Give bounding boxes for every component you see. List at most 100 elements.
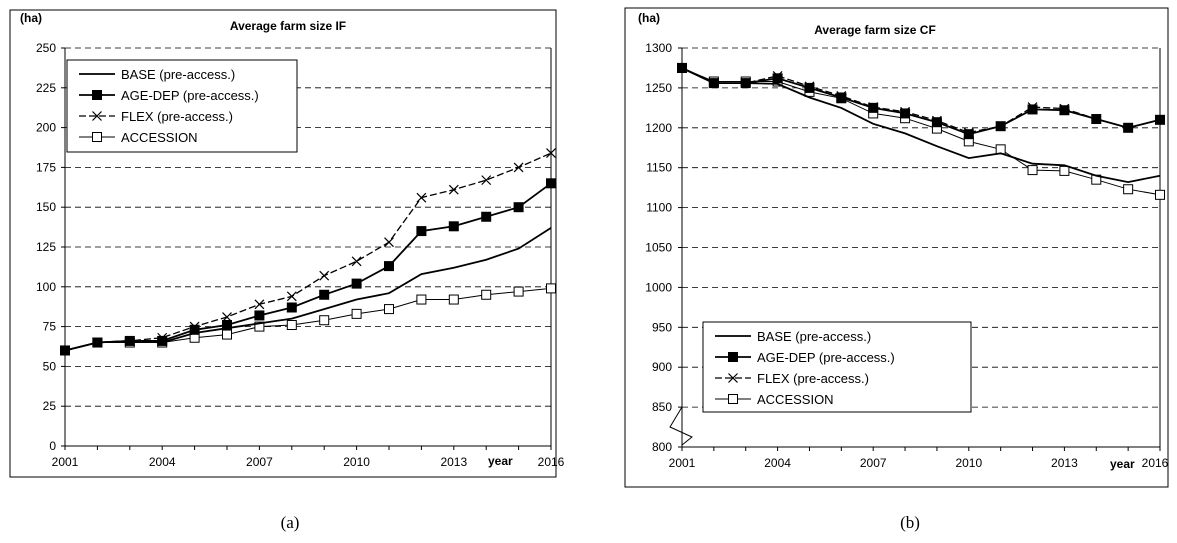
data-point	[319, 315, 330, 326]
data-point	[351, 278, 362, 289]
x-tick-label: 2013	[440, 455, 467, 469]
legend-swatch-marker	[92, 111, 102, 121]
y-tick-label: 175	[36, 160, 56, 174]
data-point	[448, 221, 459, 232]
x-tick-label: 2016	[538, 455, 565, 469]
data-point	[319, 270, 330, 281]
legend-swatch-marker	[92, 132, 102, 142]
y-tick-label: 225	[36, 81, 56, 95]
series-line	[64, 152, 552, 352]
series-line	[64, 182, 552, 352]
series-line	[681, 67, 1161, 136]
x-tick-label: 2007	[860, 456, 887, 470]
series-x	[60, 148, 556, 356]
chart-cf: 800 850 900 950 1000 1050 1100 1150 1200 1250 1300…	[624, 7, 1169, 488]
series-filled-square	[677, 62, 1165, 140]
data-point	[384, 237, 394, 248]
x-tick-label: 2004	[149, 455, 176, 469]
x-tick-label: 2010	[955, 456, 982, 470]
data-point	[286, 302, 297, 313]
series-none	[681, 67, 1161, 184]
y-tick-label: 1100	[646, 201, 672, 215]
series-none	[64, 227, 552, 352]
series-filled-square	[60, 178, 556, 356]
data-point	[384, 304, 394, 315]
data-point	[448, 294, 459, 305]
legend-label: BASE (pre-access.)	[121, 67, 235, 82]
y-tick-label: 900	[652, 360, 672, 374]
data-point	[546, 148, 556, 158]
x-tick-label: 2004	[764, 456, 791, 470]
legend-swatch-marker	[728, 352, 738, 362]
data-point	[772, 73, 783, 84]
legend-swatch-marker	[728, 373, 738, 383]
series-x	[677, 63, 1165, 138]
y-tick-label: 1200	[645, 121, 672, 135]
legend-label: AGE-DEP (pre-access.)	[757, 350, 895, 365]
data-point	[416, 294, 427, 305]
data-point	[677, 62, 687, 73]
y-tick-label: 125	[36, 240, 56, 254]
data-point	[384, 261, 394, 272]
y-tick-label: 200	[36, 121, 56, 135]
data-point	[416, 226, 427, 237]
legend-label: BASE (pre-access.)	[757, 329, 871, 344]
legend-swatch-marker	[728, 394, 738, 404]
data-point	[254, 299, 265, 310]
x-tick-label: 2013	[1051, 456, 1078, 470]
data-point	[92, 337, 103, 348]
y-axis-label: (ha)	[638, 11, 660, 25]
y-tick-label: 1000	[645, 280, 672, 294]
data-point	[124, 335, 135, 346]
data-point	[931, 117, 942, 128]
data-point	[868, 102, 879, 113]
data-point	[546, 283, 556, 294]
y-tick-label: 250	[36, 41, 56, 55]
y-tick-label: 100	[36, 280, 56, 294]
legend-label: ACCESSION	[757, 392, 834, 407]
data-point	[254, 321, 265, 332]
data-point	[222, 329, 232, 340]
chart-caption: (a)	[281, 513, 300, 532]
legend: BASE (pre-access.) AGE-DEP (pre-access.) F…	[702, 321, 972, 413]
chart-frame	[624, 7, 1169, 488]
y-tick-label: 850	[652, 400, 672, 414]
y-tick-label: 1050	[645, 241, 672, 255]
y-tick-label: 1150	[646, 161, 672, 175]
data-point	[963, 129, 974, 140]
data-point	[804, 82, 815, 93]
y-axis-label: (ha)	[20, 11, 42, 25]
x-tick-label: 2010	[343, 455, 370, 469]
y-tick-label: 950	[652, 320, 672, 334]
data-point	[740, 78, 751, 89]
legend-label: AGE-DEP (pre-access.)	[121, 88, 259, 103]
chart-if: 0 25 50 75 100 125 150 175 200 225 250 2001 2004 2007…	[9, 9, 565, 478]
data-point	[60, 345, 70, 356]
y-tick-label: 0	[49, 439, 56, 453]
legend-swatch-marker	[92, 90, 102, 100]
data-point	[319, 289, 330, 300]
data-point	[708, 78, 719, 89]
x-tick-label: 2001	[669, 456, 696, 470]
chart-frame	[9, 9, 557, 478]
data-point	[513, 286, 524, 297]
data-point	[254, 310, 265, 321]
data-point	[513, 202, 524, 213]
series-line	[681, 67, 1161, 134]
legend: BASE (pre-access.) AGE-DEP (pre-access.) F…	[66, 59, 298, 153]
data-point	[481, 211, 492, 222]
data-point	[1155, 114, 1165, 125]
series-line	[681, 67, 1161, 184]
series-line	[681, 67, 1161, 196]
chart-caption: (b)	[900, 513, 920, 532]
y-tick-label: 150	[36, 200, 56, 214]
axis-break-mark	[669, 406, 693, 446]
y-tick-label: 1250	[645, 81, 672, 95]
legend-label: FLEX (pre-access.)	[121, 109, 233, 124]
data-point	[900, 108, 911, 119]
y-tick-label: 25	[43, 399, 57, 413]
legend-box	[702, 321, 972, 413]
chart-title: Average farm size CF	[814, 23, 936, 37]
x-tick-label: 2001	[52, 455, 79, 469]
